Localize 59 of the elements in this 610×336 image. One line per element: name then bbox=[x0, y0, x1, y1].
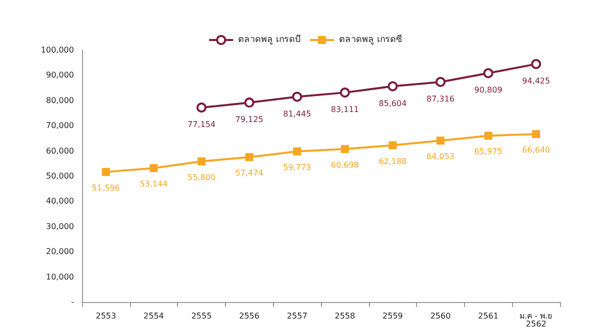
data-label: 53,144 bbox=[140, 180, 168, 189]
y-tick-label: 40,000 bbox=[46, 196, 74, 206]
y-tick-label: - bbox=[71, 298, 74, 306]
point bbox=[388, 141, 397, 150]
x-tick-label: 2555 bbox=[191, 312, 212, 320]
point bbox=[245, 153, 254, 162]
y-tick-label: 80,000 bbox=[46, 96, 74, 105]
y-tick-label: 60,000 bbox=[46, 146, 74, 156]
y-tick-label: 50,000 bbox=[46, 172, 74, 180]
data-label: 51,596 bbox=[92, 183, 120, 192]
data-label: 87,316 bbox=[426, 94, 454, 104]
point bbox=[102, 168, 110, 176]
point bbox=[244, 98, 254, 108]
y-tick-label: 70,000 bbox=[46, 121, 74, 130]
y-tick-label: 30,000 bbox=[46, 222, 74, 231]
point bbox=[198, 157, 206, 166]
data-label: 79,125 bbox=[235, 115, 264, 124]
data-label: 66,640 bbox=[522, 146, 550, 155]
legend-label: ตลาดพลู เกรดซี bbox=[339, 34, 402, 45]
x-tick-label: 2560 bbox=[430, 312, 451, 320]
x-tick-label: 2556 bbox=[239, 312, 260, 320]
data-label: 64,053 bbox=[426, 152, 454, 162]
point bbox=[340, 88, 350, 98]
point bbox=[484, 132, 492, 140]
data-label: 59,773 bbox=[283, 162, 312, 172]
y-tick-label: 100,000 bbox=[40, 46, 74, 54]
point bbox=[388, 81, 398, 92]
data-label: 85,604 bbox=[378, 98, 407, 108]
point bbox=[293, 147, 302, 156]
data-label: 55,800 bbox=[188, 172, 216, 182]
legend-label: ตลาดพลู เกรดบี bbox=[238, 34, 302, 45]
data-label: 57,474 bbox=[235, 168, 264, 178]
data-label: 60,698 bbox=[330, 160, 359, 170]
point bbox=[532, 130, 540, 138]
y-tick-label: 20,000 bbox=[46, 247, 74, 256]
data-label: 62,188 bbox=[378, 156, 407, 166]
data-label: 77,154 bbox=[188, 120, 216, 130]
point bbox=[436, 76, 446, 87]
data-label: 65,975 bbox=[474, 147, 502, 156]
data-label: 90,809 bbox=[474, 86, 502, 95]
x-tick-label: 2558 bbox=[334, 312, 356, 320]
y-tick-label: 90,000 bbox=[46, 70, 74, 80]
data-label: 81,445 bbox=[283, 109, 312, 118]
y-tick-label: 10,000 bbox=[46, 272, 74, 282]
data-label: 94,425 bbox=[522, 76, 550, 86]
x-tick-label: 2553 bbox=[96, 312, 116, 320]
point bbox=[483, 68, 494, 78]
x-tick-label: 2554 bbox=[144, 312, 164, 320]
point bbox=[531, 59, 542, 70]
point bbox=[292, 92, 302, 102]
x-tick-label: 2557 bbox=[286, 312, 308, 320]
x-tick-label: ม.ค - พ.ย 2562 bbox=[520, 312, 553, 328]
x-tick-label: 2559 bbox=[382, 312, 403, 320]
point bbox=[150, 164, 158, 172]
point bbox=[196, 102, 206, 113]
x-tick-label: 2561 bbox=[478, 312, 498, 320]
point bbox=[436, 136, 444, 145]
point bbox=[340, 145, 349, 154]
data-label: 83,111 bbox=[330, 105, 359, 114]
